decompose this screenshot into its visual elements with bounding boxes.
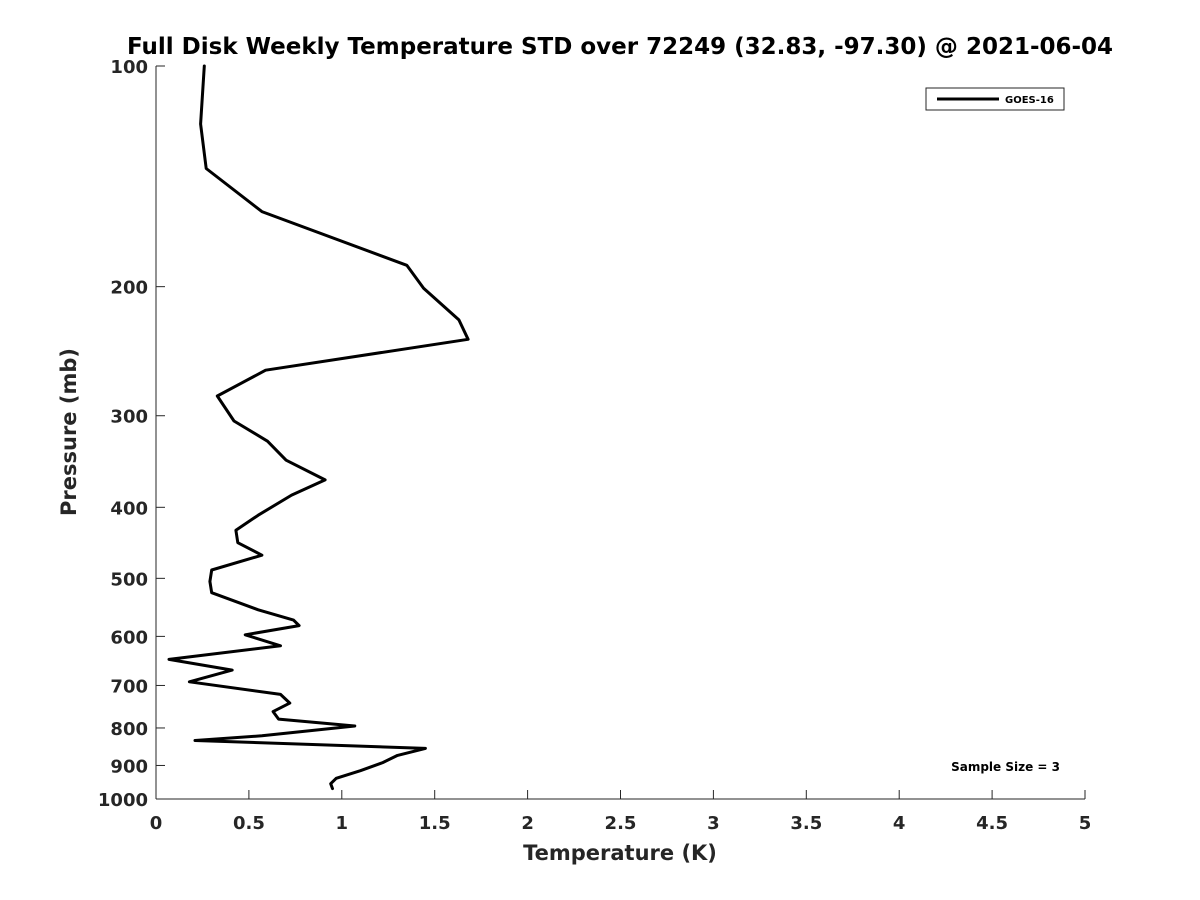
x-tick-label: 4.5 bbox=[976, 813, 1008, 834]
y-tick-label: 900 bbox=[110, 756, 148, 777]
chart-title: Full Disk Weekly Temperature STD over 72… bbox=[127, 34, 1113, 60]
y-tick-label: 400 bbox=[110, 498, 148, 519]
x-tick-label: 2.5 bbox=[605, 813, 637, 834]
y-tick-label: 100 bbox=[110, 57, 148, 78]
x-tick-label: 4 bbox=[893, 813, 906, 834]
x-tick-label: 3.5 bbox=[790, 813, 822, 834]
x-tick-label: 3 bbox=[707, 813, 720, 834]
x-tick-label: 0.5 bbox=[233, 813, 265, 834]
y-ticks: 100 200 300 400 500 600 700 800 900 1000 bbox=[98, 57, 165, 811]
sample-size-annotation: Sample Size = 3 bbox=[951, 760, 1060, 774]
legend: GOES-16 bbox=[925, 87, 1065, 111]
y-tick-label: 500 bbox=[110, 569, 148, 590]
x-tick-label: 0 bbox=[150, 813, 163, 834]
series-line-goes-16 bbox=[167, 64, 470, 791]
series-layer bbox=[167, 64, 470, 791]
y-tick-label: 600 bbox=[110, 627, 148, 648]
x-axis-label: Temperature (K) bbox=[523, 841, 717, 865]
x-tick-label: 1 bbox=[336, 813, 349, 834]
plot-area bbox=[156, 66, 1085, 799]
y-tick-label: 700 bbox=[110, 676, 148, 697]
x-tick-label: 2 bbox=[521, 813, 534, 834]
y-tick-label: 200 bbox=[110, 278, 148, 299]
y-tick-label: 1000 bbox=[98, 790, 148, 811]
y-tick-label: 800 bbox=[110, 719, 148, 740]
x-tick-label: 1.5 bbox=[419, 813, 451, 834]
legend-label-goes-16: GOES-16 bbox=[1005, 95, 1054, 106]
y-axis-label: Pressure (mb) bbox=[57, 348, 81, 516]
y-tick-label: 300 bbox=[110, 407, 148, 428]
x-tick-label: 5 bbox=[1079, 813, 1092, 834]
x-ticks: 0 0.5 1 1.5 2 2.5 3 3.5 4 4.5 5 bbox=[150, 790, 1092, 834]
